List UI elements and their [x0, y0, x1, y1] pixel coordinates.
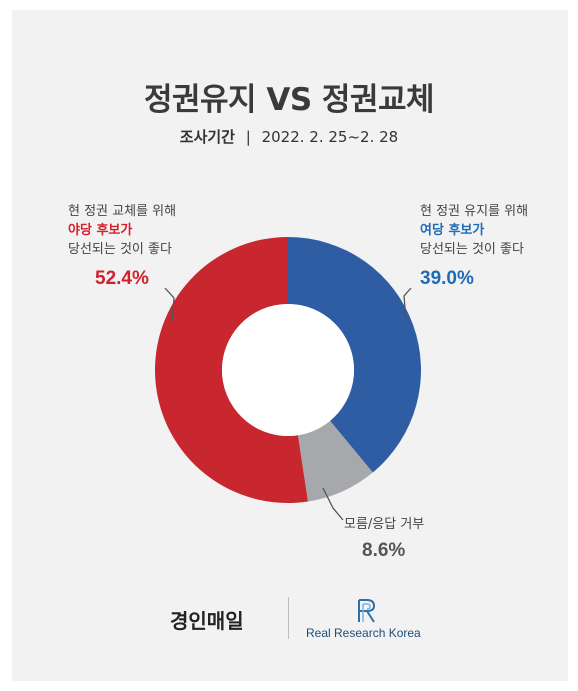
- donut-hole: [222, 304, 354, 436]
- blue-slice-percent: 39.0%: [420, 268, 474, 289]
- red-slice-label: 현 정권 교체를 위해 야당 후보가 당선되는 것이 좋다: [68, 202, 176, 259]
- red-slice-percent: 52.4%: [95, 268, 149, 289]
- gray-slice-label: 모름/응답 거부: [344, 517, 425, 532]
- chart-title: 정권유지 VS 정권교체: [143, 82, 435, 118]
- subtitle-separator: |: [245, 128, 251, 146]
- blue-leader-line: [403, 287, 412, 321]
- blue-slice-label: 현 정권 유지를 위해 여당 후보가 당선되는 것이 좋다: [420, 202, 528, 259]
- rr-logo-icon: [358, 599, 376, 623]
- blue-label-line1: 현 정권 유지를 위해: [420, 204, 529, 219]
- red-slice: [155, 237, 308, 503]
- gray-slice: [297, 420, 373, 502]
- survey-period-label: 조사기간: [179, 128, 235, 146]
- brand-gyeonginmaeil: 경인매일: [170, 609, 244, 633]
- survey-period-value: 2022. 2. 25~2. 28: [261, 128, 399, 146]
- red-label-line2: 야당 후보가: [68, 223, 133, 238]
- footer-divider: [288, 597, 289, 639]
- red-label-line1: 현 정권 교체를 위해: [68, 204, 177, 219]
- gray-leader-line: [322, 487, 344, 521]
- blue-label-line2: 여당 후보가: [420, 223, 485, 238]
- gray-slice-percent: 8.6%: [362, 540, 406, 561]
- blue-label-line3: 당선되는 것이 좋다: [420, 242, 524, 257]
- brand-real-research-korea: Real Research Korea: [306, 626, 421, 640]
- red-leader-line: [164, 287, 175, 323]
- chart-subtitle: 조사기간 | 2022. 2. 25~2. 28: [0, 126, 578, 147]
- blue-slice: [288, 237, 422, 473]
- red-label-line3: 당선되는 것이 좋다: [68, 242, 172, 257]
